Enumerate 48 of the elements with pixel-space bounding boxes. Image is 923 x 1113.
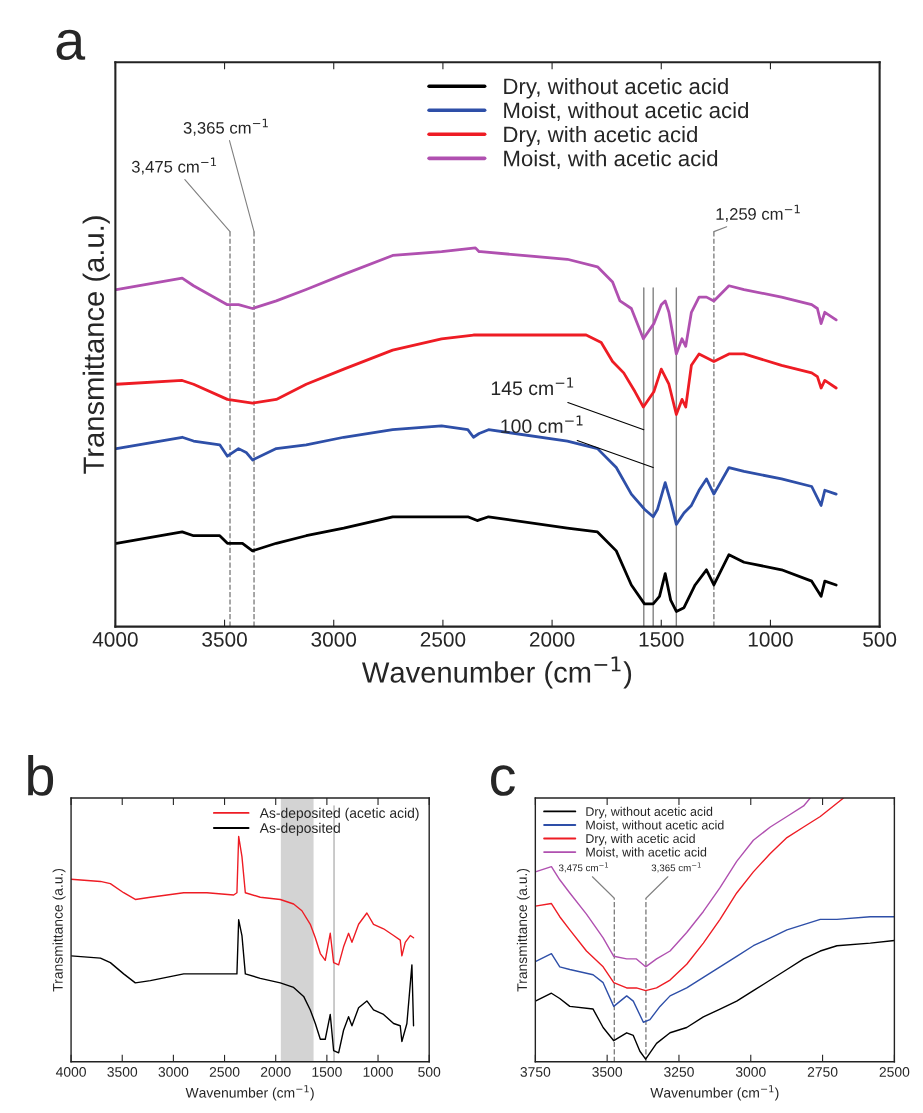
ref-line-label: 1,259 cm$^{−1}$: [716, 204, 800, 222]
x-tick-label: 1500: [639, 632, 684, 647]
x-tick-label: 3000: [311, 632, 357, 647]
legend-label: Dry, with acetic acid: [504, 125, 697, 147]
x-tick-label: 3500: [592, 1067, 623, 1077]
x-axis-title: Wavenumber (cm$^{−1}$): [185, 1085, 314, 1101]
x-tick-label: 2750: [807, 1067, 838, 1077]
x-tick-label: 3250: [664, 1067, 694, 1077]
x-tick-label: 2500: [420, 632, 466, 647]
x-axis-title: Wavenumber (cm$^{−1}$): [362, 656, 632, 689]
ref-line-label: 3,365 cm$^{−1}$: [183, 118, 268, 136]
legend-label: Dry, with acetic acid: [586, 833, 695, 846]
x-tick-label: 3000: [735, 1067, 766, 1077]
y-axis-title: Transmittance (a.u.): [516, 868, 530, 992]
ref-line-label: 3,475 cm$^{−1}$: [131, 157, 217, 175]
x-tick-label: 2000: [529, 632, 575, 647]
legend-label: As-deposited (acetic acid): [259, 807, 419, 821]
x-tick-label: 2500: [879, 1067, 910, 1077]
ref-line-label: 3,475 cm$^{−1}$: [558, 862, 609, 873]
x-tick-label: 1500: [312, 1067, 342, 1077]
x-tick-label: 4000: [92, 632, 138, 647]
y-axis-title: Transmittance (a.u.): [52, 868, 66, 992]
x-axis-title: Wavenumber (cm$^{−1}$): [650, 1085, 779, 1101]
x-tick-label: 1000: [748, 632, 793, 647]
x-tick-label: 1000: [363, 1067, 393, 1077]
legend-label: Dry, without acetic acid: [586, 806, 713, 819]
x-tick-label: 2500: [209, 1067, 240, 1077]
annotation: 100 cm$^{−1}$: [501, 415, 583, 434]
ref-line-label: 3,365 cm$^{−1}$: [651, 862, 701, 873]
x-tick-label: 500: [418, 1067, 441, 1077]
x-tick-label: 3000: [158, 1067, 189, 1077]
x-tick-label: 2000: [260, 1067, 291, 1077]
legend-label: Moist, without acetic acid: [504, 101, 749, 121]
legend-label: Moist, with acetic acid: [586, 847, 707, 859]
x-tick-label: 3500: [107, 1067, 138, 1077]
annotation: 145 cm$^{−1}$: [491, 377, 574, 396]
x-tick-label: 500: [863, 632, 897, 647]
x-tick-label: 3750: [520, 1067, 551, 1077]
chart-title: a: [56, 29, 86, 61]
legend-label: Moist, without acetic acid: [586, 820, 724, 831]
x-tick-label: 4000: [55, 1067, 86, 1077]
y-axis-title: Transmittance (a.u.): [82, 216, 110, 474]
legend-label: As-deposited: [259, 822, 340, 836]
legend-label: Moist, with acetic acid: [504, 150, 718, 169]
legend-label: Dry, without acetic acid: [504, 77, 728, 99]
chart-title: b: [28, 754, 54, 796]
chart-title: c: [491, 765, 515, 796]
x-tick-label: 3500: [202, 632, 247, 647]
